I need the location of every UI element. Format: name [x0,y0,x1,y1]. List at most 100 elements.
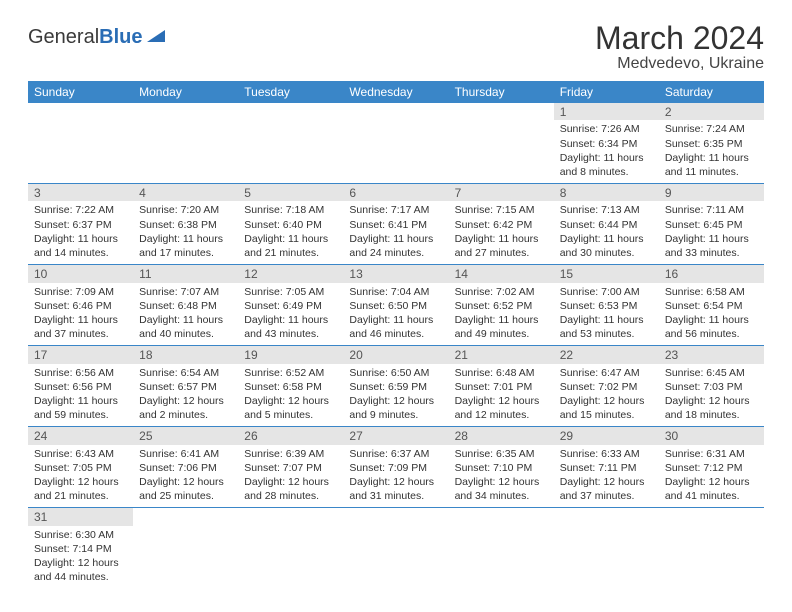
day-details [449,511,554,517]
day-dl: Daylight: 11 hours and 17 minutes. [139,232,232,260]
day-sr: Sunrise: 7:22 AM [34,203,127,217]
day-sr: Sunrise: 6:50 AM [349,366,442,380]
day-cell: 16Sunrise: 6:58 AMSunset: 6:54 PMDayligh… [659,265,764,346]
day-dl: Daylight: 12 hours and 37 minutes. [560,475,653,503]
day-number: 5 [238,184,343,201]
day-dl: Daylight: 12 hours and 21 minutes. [34,475,127,503]
day-ss: Sunset: 6:52 PM [455,299,548,313]
weekday-header: Tuesday [238,81,343,103]
day-details [343,511,448,517]
day-details: Sunrise: 6:30 AMSunset: 7:14 PMDaylight:… [28,526,133,589]
brand-part1: General [28,26,99,49]
day-dl: Daylight: 11 hours and 30 minutes. [560,232,653,260]
day-ss: Sunset: 7:11 PM [560,461,653,475]
day-number: 21 [449,346,554,363]
day-ss: Sunset: 6:42 PM [455,218,548,232]
day-details: Sunrise: 7:17 AMSunset: 6:41 PMDaylight:… [343,201,448,264]
day-details [659,511,764,517]
brand-logo: GeneralBlue [28,20,165,49]
day-cell: 15Sunrise: 7:00 AMSunset: 6:53 PMDayligh… [554,265,659,346]
day-cell: 14Sunrise: 7:02 AMSunset: 6:52 PMDayligh… [449,265,554,346]
day-details: Sunrise: 7:22 AMSunset: 6:37 PMDaylight:… [28,201,133,264]
day-dl: Daylight: 11 hours and 46 minutes. [349,313,442,341]
day-sr: Sunrise: 6:47 AM [560,366,653,380]
day-cell: 26Sunrise: 6:39 AMSunset: 7:07 PMDayligh… [238,427,343,508]
day-cell: 9Sunrise: 7:11 AMSunset: 6:45 PMDaylight… [659,184,764,265]
calendar-table: SundayMondayTuesdayWednesdayThursdayFrid… [28,81,764,588]
day-dl: Daylight: 11 hours and 49 minutes. [455,313,548,341]
day-number: 19 [238,346,343,363]
day-details: Sunrise: 6:48 AMSunset: 7:01 PMDaylight:… [449,364,554,427]
day-dl: Daylight: 11 hours and 11 minutes. [665,151,758,179]
weekday-row: SundayMondayTuesdayWednesdayThursdayFrid… [28,81,764,103]
day-sr: Sunrise: 7:15 AM [455,203,548,217]
day-dl: Daylight: 12 hours and 15 minutes. [560,394,653,422]
day-dl: Daylight: 11 hours and 14 minutes. [34,232,127,260]
day-ss: Sunset: 6:57 PM [139,380,232,394]
day-cell [343,103,448,184]
day-details [343,106,448,112]
day-dl: Daylight: 12 hours and 41 minutes. [665,475,758,503]
day-number: 10 [28,265,133,282]
day-dl: Daylight: 12 hours and 34 minutes. [455,475,548,503]
day-details: Sunrise: 6:35 AMSunset: 7:10 PMDaylight:… [449,445,554,508]
day-ss: Sunset: 6:53 PM [560,299,653,313]
day-number: 29 [554,427,659,444]
day-ss: Sunset: 6:59 PM [349,380,442,394]
day-number: 20 [343,346,448,363]
brand-part2: Blue [99,26,142,49]
day-ss: Sunset: 6:46 PM [34,299,127,313]
day-details: Sunrise: 6:41 AMSunset: 7:06 PMDaylight:… [133,445,238,508]
day-cell [133,103,238,184]
day-sr: Sunrise: 7:24 AM [665,122,758,136]
day-details: Sunrise: 6:43 AMSunset: 7:05 PMDaylight:… [28,445,133,508]
day-ss: Sunset: 6:34 PM [560,137,653,151]
day-details: Sunrise: 6:54 AMSunset: 6:57 PMDaylight:… [133,364,238,427]
title-block: March 2024 Medvedevo, Ukraine [595,20,764,73]
day-cell: 4Sunrise: 7:20 AMSunset: 6:38 PMDaylight… [133,184,238,265]
day-cell [449,103,554,184]
day-number: 18 [133,346,238,363]
day-dl: Daylight: 11 hours and 53 minutes. [560,313,653,341]
day-ss: Sunset: 6:40 PM [244,218,337,232]
day-details: Sunrise: 6:50 AMSunset: 6:59 PMDaylight:… [343,364,448,427]
day-sr: Sunrise: 6:43 AM [34,447,127,461]
day-details [449,106,554,112]
day-sr: Sunrise: 6:33 AM [560,447,653,461]
day-dl: Daylight: 11 hours and 59 minutes. [34,394,127,422]
day-number: 4 [133,184,238,201]
weekday-header: Monday [133,81,238,103]
day-details: Sunrise: 7:26 AMSunset: 6:34 PMDaylight:… [554,120,659,183]
day-details: Sunrise: 7:00 AMSunset: 6:53 PMDaylight:… [554,283,659,346]
day-details: Sunrise: 7:15 AMSunset: 6:42 PMDaylight:… [449,201,554,264]
day-cell: 3Sunrise: 7:22 AMSunset: 6:37 PMDaylight… [28,184,133,265]
day-number: 15 [554,265,659,282]
day-cell: 23Sunrise: 6:45 AMSunset: 7:03 PMDayligh… [659,346,764,427]
day-cell: 29 Sunrise: 6:33 AMSunset: 7:11 PMDayligh… [554,427,659,508]
day-ss: Sunset: 6:44 PM [560,218,653,232]
day-details: Sunrise: 6:52 AMSunset: 6:58 PMDaylight:… [238,364,343,427]
day-ss: Sunset: 6:48 PM [139,299,232,313]
day-sr: Sunrise: 7:04 AM [349,285,442,299]
day-ss: Sunset: 6:49 PM [244,299,337,313]
day-cell [554,508,659,589]
day-sr: Sunrise: 7:05 AM [244,285,337,299]
day-number: 16 [659,265,764,282]
day-sr: Sunrise: 6:30 AM [34,528,127,542]
day-dl: Daylight: 11 hours and 37 minutes. [34,313,127,341]
day-sr: Sunrise: 7:00 AM [560,285,653,299]
day-cell: 31Sunrise: 6:30 AMSunset: 7:14 PMDayligh… [28,508,133,589]
day-details: Sunrise: 7:04 AMSunset: 6:50 PMDaylight:… [343,283,448,346]
day-details: Sunrise: 6:31 AMSunset: 7:12 PMDaylight:… [659,445,764,508]
day-cell: 20Sunrise: 6:50 AMSunset: 6:59 PMDayligh… [343,346,448,427]
day-ss: Sunset: 7:10 PM [455,461,548,475]
day-details: Sunrise: 6:39 AMSunset: 7:07 PMDaylight:… [238,445,343,508]
day-number: 12 [238,265,343,282]
day-sr: Sunrise: 7:07 AM [139,285,232,299]
day-sr: Sunrise: 6:48 AM [455,366,548,380]
day-cell: 18Sunrise: 6:54 AMSunset: 6:57 PMDayligh… [133,346,238,427]
day-number: 9 [659,184,764,201]
day-sr: Sunrise: 7:20 AM [139,203,232,217]
day-dl: Daylight: 12 hours and 12 minutes. [455,394,548,422]
day-number: 2 [659,103,764,120]
